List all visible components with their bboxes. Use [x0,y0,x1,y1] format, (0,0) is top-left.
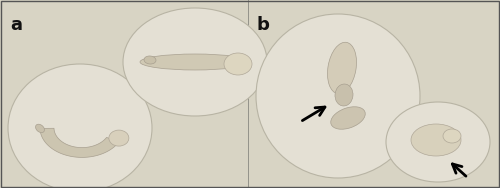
Ellipse shape [140,54,250,70]
Polygon shape [40,128,119,157]
Ellipse shape [256,14,420,178]
Text: b: b [256,16,269,34]
Ellipse shape [123,8,267,116]
Ellipse shape [328,42,356,94]
Ellipse shape [330,107,366,129]
Ellipse shape [411,124,461,156]
Text: a: a [10,16,22,34]
Ellipse shape [335,84,353,106]
Ellipse shape [224,53,252,75]
Ellipse shape [36,124,44,133]
Ellipse shape [443,129,461,143]
Ellipse shape [386,102,490,182]
Ellipse shape [144,56,156,64]
Ellipse shape [8,64,152,188]
Ellipse shape [109,130,129,146]
